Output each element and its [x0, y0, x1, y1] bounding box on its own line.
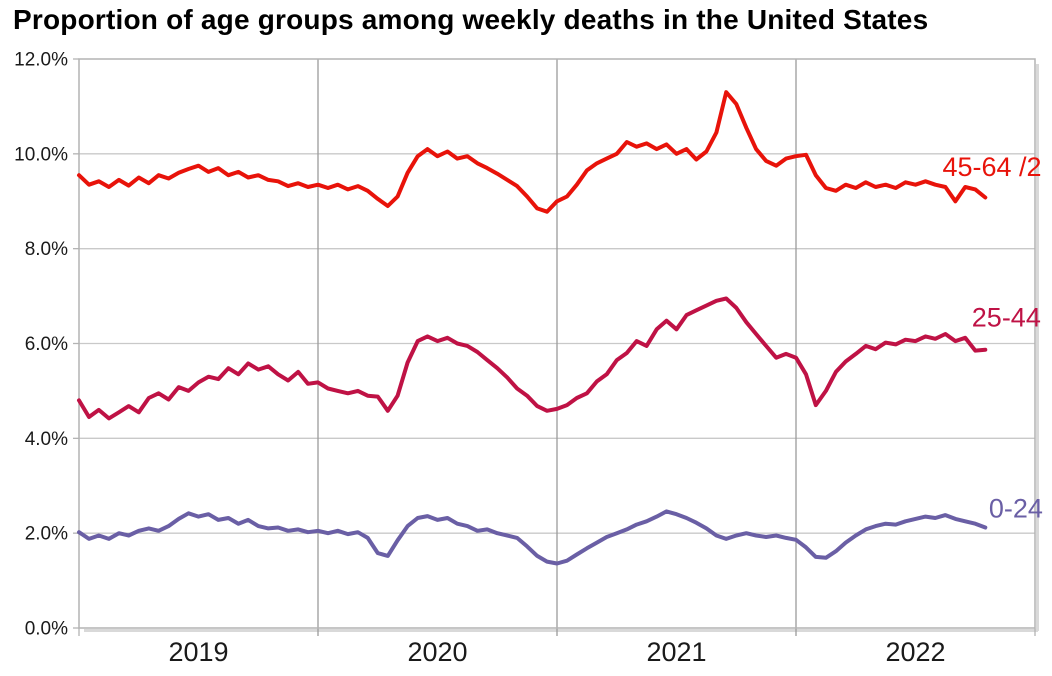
series-label-25-44: 25-44: [972, 302, 1041, 332]
chart-title: Proportion of age groups among weekly de…: [13, 4, 929, 35]
series-line-25-44: [77, 296, 988, 421]
y-axis-label: 12.0%: [14, 50, 68, 71]
y-axis-label: 6.0%: [25, 334, 68, 355]
y-axis-label: 2.0%: [25, 524, 68, 545]
series-label-0-24: 0-24: [989, 494, 1043, 524]
series-label-45-64-2: 45-64 /2: [942, 152, 1041, 182]
y-axis-label: 8.0%: [25, 239, 68, 260]
y-axis-label: 4.0%: [25, 429, 68, 450]
y-axis-label: 0.0%: [25, 619, 68, 640]
series-line-0-24: [77, 509, 988, 566]
x-axis-label: 2022: [885, 637, 945, 667]
x-axis-label: 2021: [646, 637, 706, 667]
y-axis-label: 10.0%: [14, 144, 68, 165]
x-axis-label: 2019: [168, 637, 228, 667]
plot-border: [78, 58, 1036, 629]
x-axis-label: 2020: [407, 637, 467, 667]
series-line-45-64-2: [77, 90, 988, 214]
